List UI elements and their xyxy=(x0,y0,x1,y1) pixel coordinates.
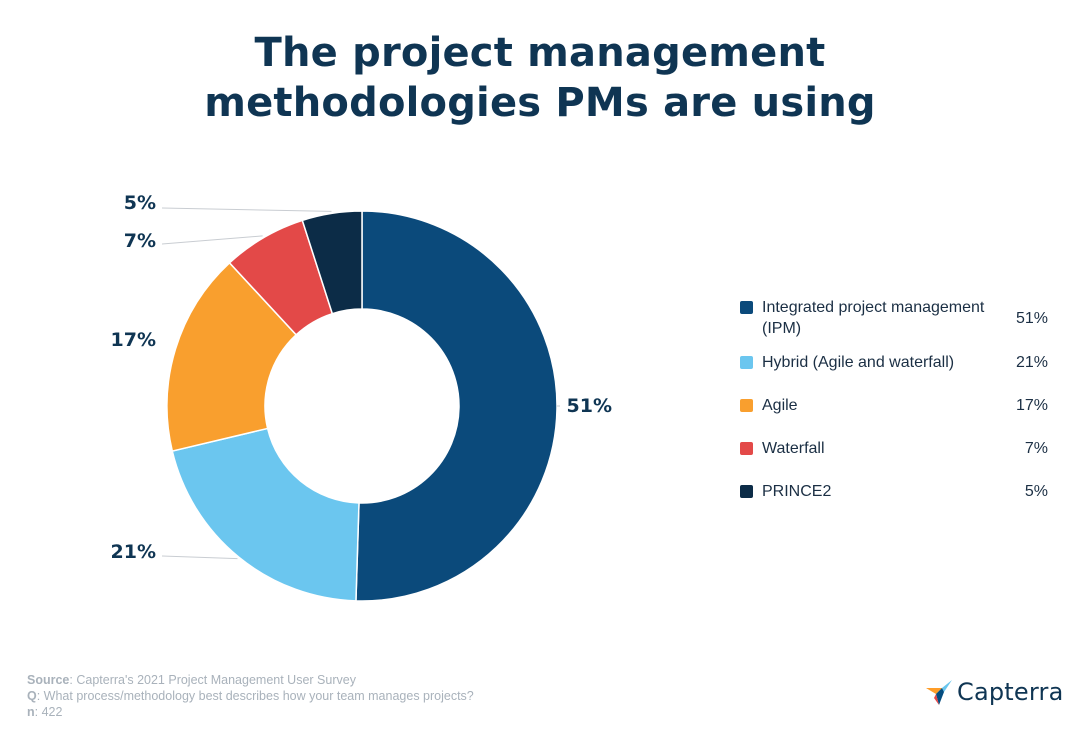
data-label-3: 7% xyxy=(124,230,156,252)
leader-line-4 xyxy=(161,207,332,212)
legend-item-agile: Agile 17% xyxy=(740,395,1052,416)
legend-label: Waterfall xyxy=(762,440,825,457)
donut-slice-4 xyxy=(301,210,363,315)
chart-legend: Integrated project management (IPM) 51% … xyxy=(740,297,1052,502)
legend-swatch-ipm xyxy=(740,301,753,314)
data-label-1: 21% xyxy=(111,541,156,563)
legend-swatch-agile xyxy=(740,399,753,412)
donut-slice-2 xyxy=(166,261,298,452)
legend-item-ipm: Integrated project management (IPM) 51% xyxy=(740,297,1052,339)
brand-name: Capterra xyxy=(957,678,1064,706)
legend-value: 5% xyxy=(1024,483,1048,500)
legend-swatch-hybrid xyxy=(740,356,753,369)
leader-line-3 xyxy=(161,235,263,245)
footer-source: Source: Capterra's 2021 Project Manageme… xyxy=(27,673,356,687)
data-label-0: 51% xyxy=(567,395,612,417)
chart-title-line-2: methodologies PMs are using xyxy=(204,80,876,126)
legend-label: Integrated project management (IPM) xyxy=(762,299,985,337)
legend-item-hybrid: Hybrid (Agile and waterfall) 21% xyxy=(740,352,1052,373)
chart-footer: Source: Capterra's 2021 Project Manageme… xyxy=(27,672,474,720)
footer-question: Q: What process/methodology best describ… xyxy=(27,689,474,703)
legend-value: 7% xyxy=(1024,440,1048,457)
leader-line-1 xyxy=(161,555,238,560)
capterra-logo-icon xyxy=(926,680,952,705)
legend-value: 51% xyxy=(1015,310,1048,327)
legend-swatch-prince2 xyxy=(740,485,753,498)
legend-item-waterfall: Waterfall 7% xyxy=(740,438,1052,459)
donut-slice-1 xyxy=(171,427,360,602)
legend-label: PRINCE2 xyxy=(762,483,832,500)
legend-item-prince2: PRINCE2 5% xyxy=(740,481,1052,502)
donut-slice-0 xyxy=(355,210,558,602)
legend-value: 21% xyxy=(1015,354,1048,371)
legend-label: Hybrid (Agile and waterfall) xyxy=(762,354,955,371)
chart-title: The project management methodologies PMs… xyxy=(0,28,1080,128)
legend-label: Agile xyxy=(762,397,798,414)
brand-logo: Capterra xyxy=(925,678,1064,706)
footer-sample-size: n: 422 xyxy=(27,705,63,719)
data-label-4: 5% xyxy=(124,192,156,214)
chart-title-line-1: The project management xyxy=(254,30,826,76)
legend-value: 17% xyxy=(1015,397,1048,414)
data-label-2: 17% xyxy=(111,329,156,351)
legend-swatch-waterfall xyxy=(740,442,753,455)
